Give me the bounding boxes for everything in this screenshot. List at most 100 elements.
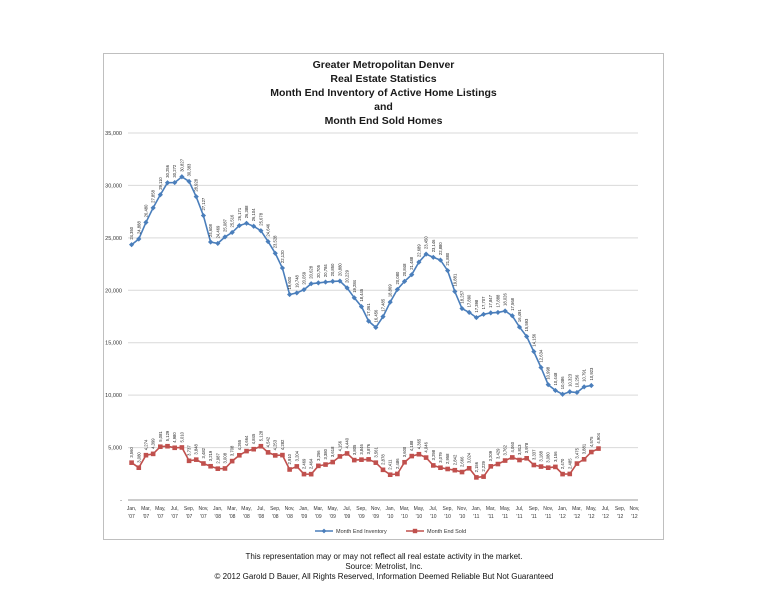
data-label: 4,253 [273, 439, 278, 450]
data-point [358, 303, 365, 310]
x-tick-label-month: Jul, [516, 506, 524, 512]
data-point [373, 460, 379, 465]
data-point [589, 449, 594, 455]
data-point [280, 452, 285, 458]
data-point [359, 457, 364, 462]
x-tick-label-month: May, [500, 506, 510, 512]
data-point [524, 455, 529, 461]
x-tick-label-month: May, [241, 506, 251, 512]
x-tick-label-year: '07 [157, 514, 164, 520]
data-point [574, 389, 580, 396]
data-label: 3,024 [467, 452, 472, 463]
x-tick-label-year: '11 [531, 514, 537, 520]
data-label: 16,456 [373, 309, 378, 322]
data-point [495, 309, 501, 316]
x-tick-label-month: Jan, [127, 506, 136, 512]
data-label: 19,881 [452, 273, 457, 286]
data-point [459, 305, 465, 312]
data-point [279, 265, 286, 271]
data-label: 21,488 [409, 256, 414, 269]
data-point [416, 451, 422, 457]
data-label: 3,256 [316, 450, 321, 461]
data-label: 25,678 [258, 212, 263, 225]
data-label: 2,910 [287, 453, 292, 464]
data-label: 3,881 [582, 443, 587, 454]
data-point [409, 272, 415, 278]
x-tick-label-month: Nov, [543, 506, 553, 512]
data-label: 4,542 [266, 436, 271, 447]
data-label: 3,080 [546, 452, 551, 463]
data-label: 10,923 [589, 367, 594, 380]
x-tick-label-month: Nov, [629, 506, 639, 512]
data-label: 3,008 [222, 452, 227, 463]
data-label: 10,086 [560, 376, 565, 389]
data-label: 4,399 [151, 438, 156, 449]
data-label: 2,469 [301, 458, 306, 469]
data-label: 3,762 [503, 444, 508, 455]
data-point [351, 457, 357, 463]
data-label: 3,298 [431, 449, 436, 460]
x-tick-label-month: Mar, [572, 506, 582, 512]
x-tick-label-month: Jul, [429, 506, 437, 512]
data-label: 17,888 [495, 294, 500, 307]
data-label: 4,845 [251, 433, 256, 444]
data-point [215, 240, 221, 247]
data-label: 25,087 [222, 218, 227, 231]
data-label: 12,634 [539, 349, 544, 362]
data-point [567, 471, 573, 477]
legend-marker [412, 528, 418, 534]
data-label: 22,880 [438, 242, 443, 255]
data-label: 24,608 [208, 223, 213, 236]
data-point [524, 333, 530, 340]
data-point [445, 267, 451, 274]
data-label: 20,229 [345, 269, 350, 282]
data-label: 5,128 [258, 430, 263, 441]
data-point [215, 466, 221, 471]
data-label: 24,350 [129, 226, 134, 239]
x-tick-label-year: '10 [387, 514, 394, 520]
data-label: 20,705 [316, 264, 321, 277]
y-tick-label: 30,000 [105, 183, 122, 189]
data-point [330, 278, 336, 284]
data-point [423, 455, 429, 460]
data-point [272, 453, 278, 458]
x-tick-label-year: '09 [301, 514, 308, 520]
data-label: 20,850 [330, 263, 335, 276]
data-label: 4,156 [337, 440, 342, 451]
title-line-5: Month End Sold Homes [324, 115, 443, 127]
data-label: 18,026 [503, 293, 508, 306]
data-point [158, 444, 163, 450]
data-point [545, 382, 551, 388]
data-label: 19,600 [287, 276, 292, 289]
data-point [423, 251, 429, 257]
data-label: 5,129 [165, 430, 170, 441]
data-label: 3,079 [438, 452, 443, 463]
title-line-1: Greater Metropolitan Denver [312, 59, 455, 71]
data-label: 20,628 [309, 265, 314, 278]
data-point [322, 279, 329, 285]
data-label: 23,450 [424, 236, 429, 249]
data-label: 3,618 [330, 446, 335, 457]
data-label: 3,813 [517, 444, 522, 455]
x-tick-label-year: '07 [128, 514, 135, 520]
x-tick-label-year: '09 [373, 514, 380, 520]
data-point [366, 318, 372, 324]
data-point [553, 464, 558, 470]
x-tick-label-year: '12 [631, 514, 638, 520]
data-point [237, 452, 242, 458]
x-tick-label-month: May, [414, 506, 424, 512]
data-label: 3,380 [323, 448, 328, 459]
data-label: 22,689 [416, 244, 421, 257]
data-point [481, 474, 486, 479]
data-label: 2,156 [474, 461, 479, 472]
data-point [559, 391, 566, 397]
data-label: 4,980 [172, 432, 177, 443]
x-tick-label-month: Mar, [313, 506, 323, 512]
data-label: 2,411 [388, 459, 393, 470]
data-label: 16,491 [517, 309, 522, 322]
data-label: 10,323 [567, 373, 572, 386]
x-tick-label-year: '09 [344, 514, 351, 520]
data-point [316, 463, 321, 469]
data-point [208, 239, 214, 245]
data-point [581, 457, 587, 462]
